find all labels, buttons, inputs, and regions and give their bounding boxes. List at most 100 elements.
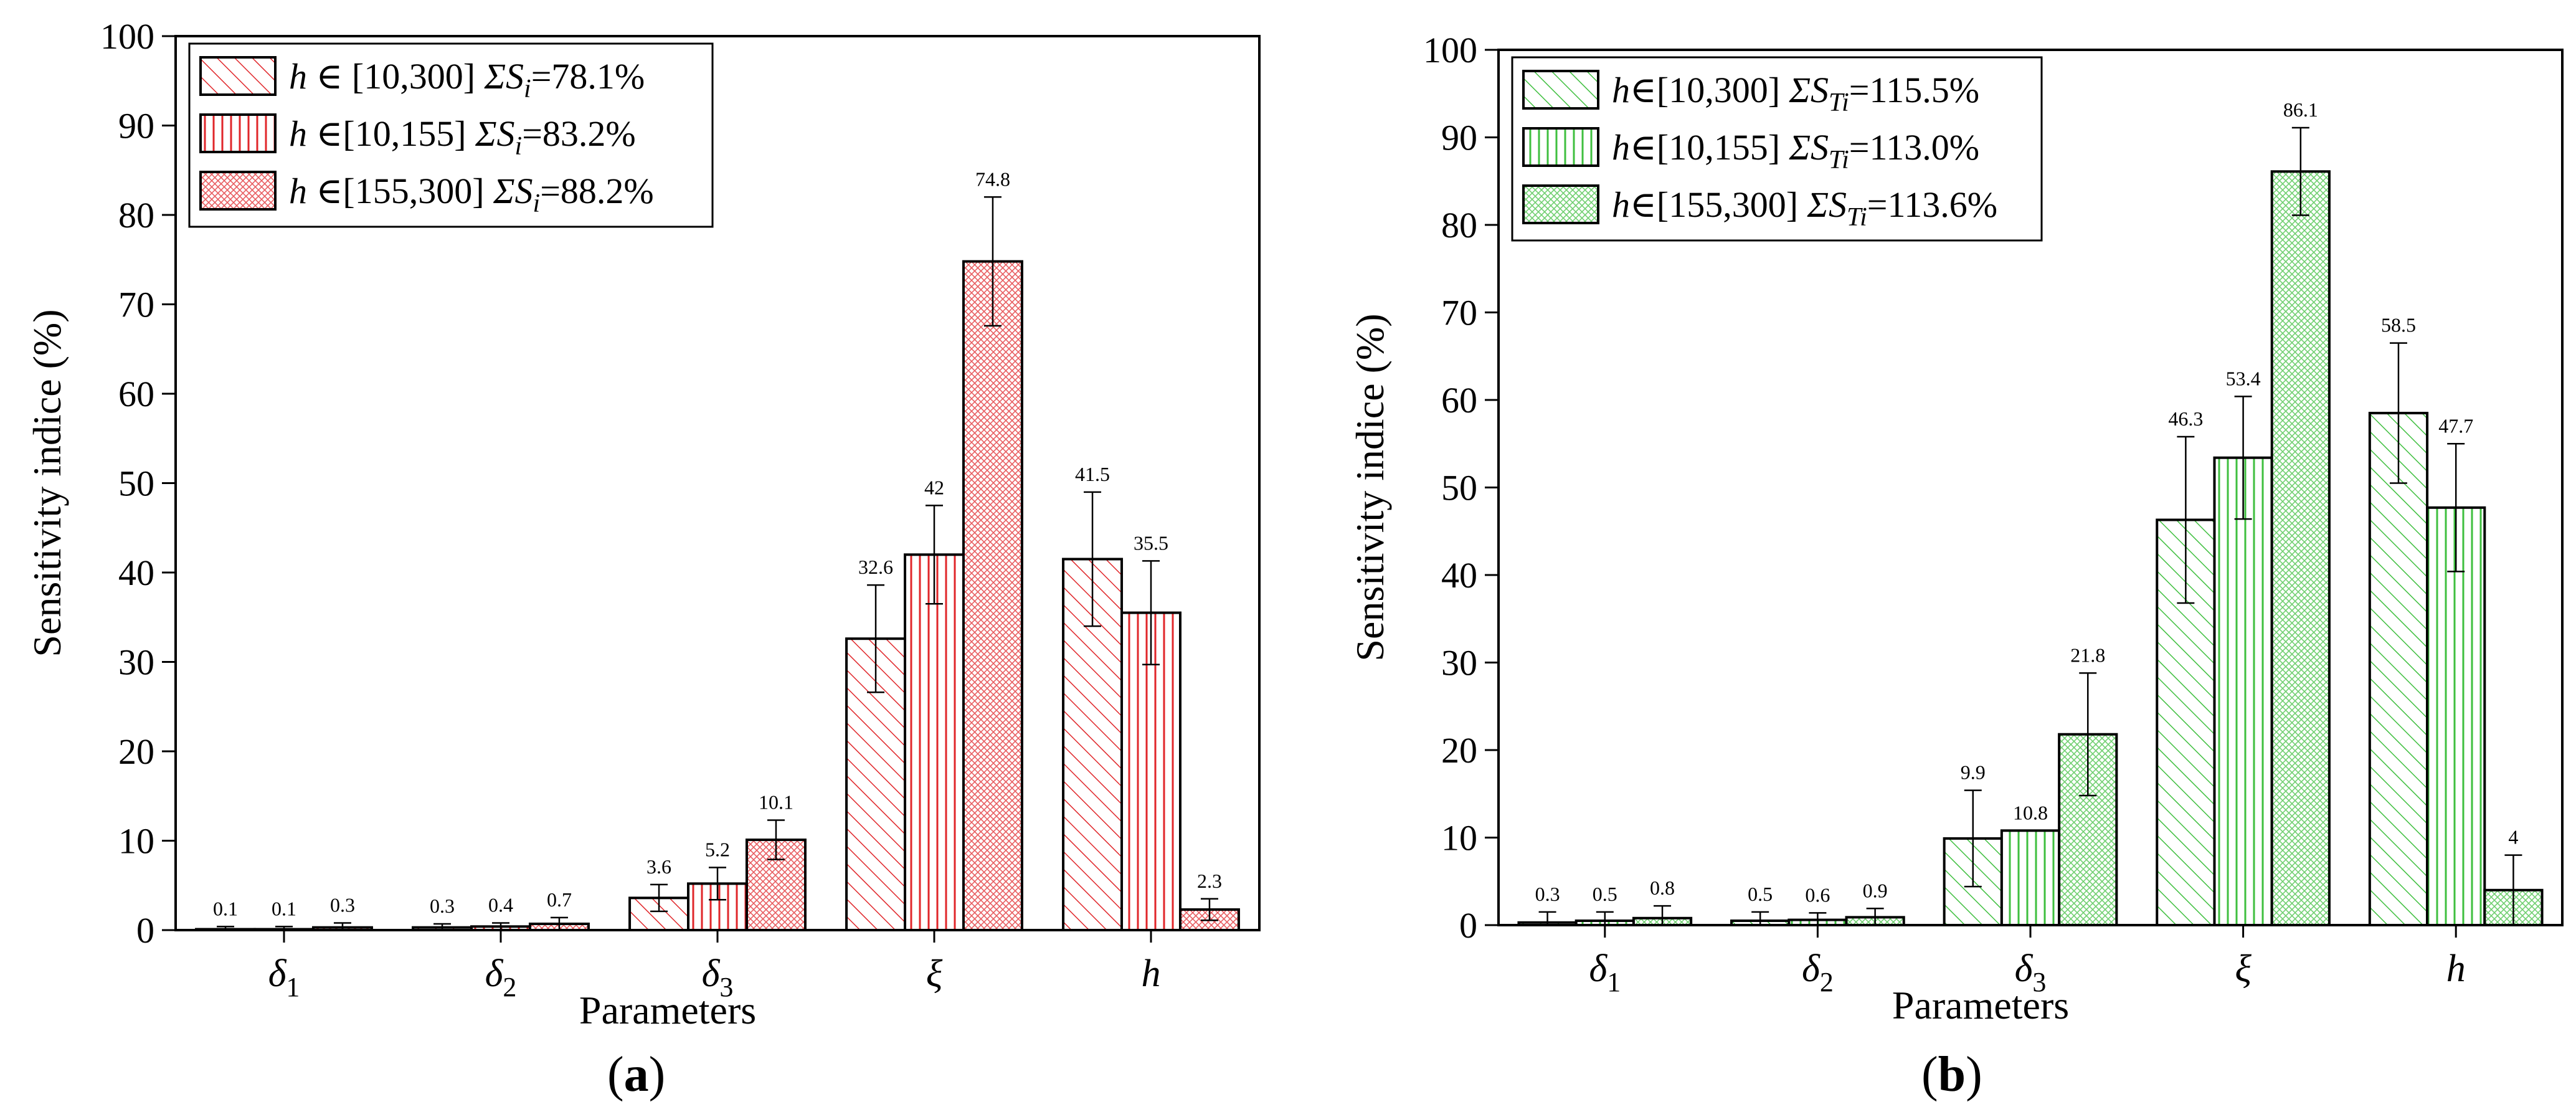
x-tick-symbol: δ <box>1589 948 1608 990</box>
legend-value: =113.6% <box>1867 184 1997 225</box>
data-label: 0.3 <box>430 895 455 917</box>
legend-subscript: Ti <box>1847 203 1867 232</box>
legend-sigma: ΣS <box>1789 127 1829 168</box>
bar <box>2213 456 2273 926</box>
x-tick-symbol: ξ <box>2235 948 2252 990</box>
y-tick-label: 70 <box>118 285 154 325</box>
legend-var: h <box>1612 70 1630 110</box>
data-label: 5.2 <box>705 839 730 861</box>
x-tick-subscript: 3 <box>2032 967 2046 997</box>
legend-swatch <box>199 171 277 211</box>
y-tick-label: 0 <box>1459 905 1477 946</box>
legend-sigma: ΣS <box>1807 184 1847 225</box>
legend-range: ∈[10,155] <box>1630 127 1789 168</box>
bar <box>1120 611 1181 931</box>
y-axis-label: Sensitivity indice (%) <box>1348 313 1392 661</box>
x-tick-symbol: δ <box>2015 948 2034 990</box>
x-tick-subscript: 2 <box>1820 967 1834 997</box>
y-tick-label: 50 <box>118 463 154 504</box>
x-axis-label: Parameters <box>1892 983 2069 1027</box>
data-label: 3.6 <box>646 855 671 878</box>
legend-sigma: ΣS <box>493 171 533 211</box>
legend-entry: h∈[10,155] ΣSTi=113.0% <box>1612 127 1979 174</box>
legend-subscript: Ti <box>1829 88 1849 117</box>
data-label: 32.6 <box>858 556 893 578</box>
bar <box>2426 506 2486 926</box>
data-label: 42 <box>924 476 944 498</box>
x-tick-symbol: δ <box>1802 948 1821 990</box>
x-tick-label: δ3 <box>2015 948 2047 997</box>
y-tick-label: 40 <box>1441 555 1477 596</box>
y-tick-label: 80 <box>118 195 154 235</box>
data-label: 10.1 <box>759 791 793 813</box>
data-label: 46.3 <box>2168 407 2203 430</box>
y-tick-label: 10 <box>118 821 154 862</box>
x-tick-label: δ1 <box>1589 948 1621 997</box>
legend-range: ∈[10,155] <box>307 113 475 154</box>
x-tick-subscript: 1 <box>286 972 300 1002</box>
x-tick-label: δ3 <box>702 953 734 1002</box>
data-label: 86.1 <box>2283 98 2318 121</box>
x-tick-subscript: 3 <box>719 972 733 1002</box>
data-label: 47.7 <box>2438 414 2473 437</box>
legend-sigma: ΣS <box>475 113 514 154</box>
data-label: 4 <box>2508 826 2518 848</box>
legend-value: =88.2% <box>540 171 654 211</box>
y-tick-label: 40 <box>118 553 154 593</box>
y-tick-label: 30 <box>1441 643 1477 683</box>
legend-value: =83.2% <box>522 113 636 154</box>
y-tick-label: 90 <box>1441 118 1477 158</box>
legend-var: h <box>289 56 307 97</box>
data-label: 0.6 <box>1805 883 1830 906</box>
bar <box>962 260 1023 931</box>
data-label: 0.3 <box>330 894 355 916</box>
data-label: 0.1 <box>272 897 296 920</box>
y-tick-label: 100 <box>100 16 154 57</box>
bar <box>904 553 965 931</box>
legend-entry: h ∈[10,155] ΣSi=83.2% <box>289 113 636 161</box>
x-tick-label: ξ <box>2235 948 2252 990</box>
x-tick-label: ξ <box>926 953 943 995</box>
legend-entry: h∈[155,300] ΣSTi=113.6% <box>1612 184 1997 232</box>
panel-label-a: (a) <box>607 1047 666 1102</box>
y-tick-label: 70 <box>1441 293 1477 333</box>
data-label: 9.9 <box>1961 761 1986 784</box>
data-label: 2.3 <box>1197 870 1222 892</box>
data-label: 0.5 <box>1748 883 1773 905</box>
data-label: 0.7 <box>547 888 572 911</box>
data-label: 0.5 <box>1593 883 1617 905</box>
y-tick-label: 100 <box>1423 30 1477 70</box>
x-tick-symbol: h <box>2446 948 2466 990</box>
x-tick-label: δ2 <box>1802 948 1834 997</box>
legend-value: =78.1% <box>531 56 645 97</box>
bar <box>2270 170 2331 926</box>
chart-panel-b: 0 10 20 30 40 50 60 70 80 90 100 Sensitivity indice… <box>1348 30 2564 1027</box>
x-tick-label: h <box>1142 953 1161 995</box>
data-label: 10.8 <box>2013 801 2048 824</box>
legend-range: ∈[155,300] <box>1630 184 1807 225</box>
x-axis-label: Parameters <box>579 988 756 1032</box>
x-tick-symbol: δ <box>485 953 504 995</box>
x-tick-symbol: δ <box>268 953 287 995</box>
bar <box>2368 412 2429 926</box>
data-label: 0.3 <box>1535 883 1560 905</box>
legend-swatch <box>1522 184 1599 224</box>
legend-range: ∈[10,300] <box>1630 70 1789 110</box>
legend-swatch <box>199 113 277 153</box>
y-tick-label: 10 <box>1441 818 1477 858</box>
y-tick-label: 60 <box>1441 380 1477 421</box>
x-tick-subscript: 2 <box>503 972 516 1002</box>
y-axis-label: Sensitivity indice (%) <box>25 309 69 657</box>
legend-subscript: Ti <box>1829 146 1849 174</box>
y-tick-label: 0 <box>136 910 154 951</box>
data-label: 35.5 <box>1134 531 1168 554</box>
panel-label-b: (b) <box>1921 1047 1982 1102</box>
legend-range: ∈[155,300] <box>307 171 493 211</box>
legend-swatch <box>199 56 277 96</box>
y-tick-label: 60 <box>118 374 154 414</box>
legend-entry: h ∈ [10,300] ΣSi=78.1% <box>289 56 645 103</box>
y-tick-label: 90 <box>118 106 154 146</box>
data-label: 41.5 <box>1075 463 1110 485</box>
data-label: 0.8 <box>1650 877 1675 899</box>
